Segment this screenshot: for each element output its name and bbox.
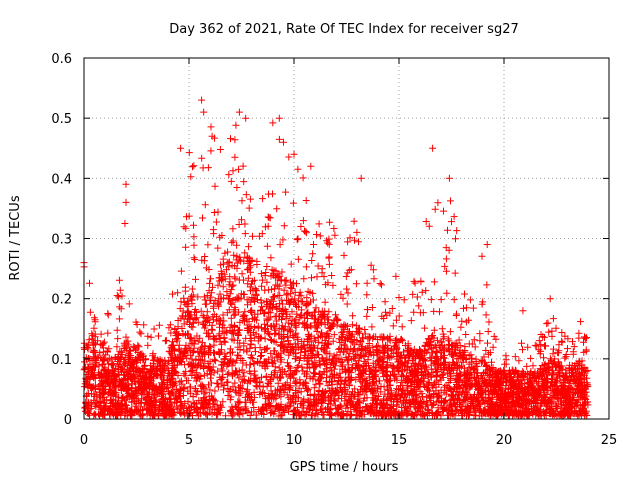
y-tick-label: 0.1	[51, 353, 72, 368]
y-tick-label: 0	[64, 413, 72, 428]
data-points	[80, 96, 592, 420]
y-tick-label: 0.3	[51, 233, 72, 248]
roti-series-markers	[80, 96, 592, 420]
axis-ticks: 0 0.1 0.2 0.3 0.4 0.5 0.6 0 5 10 15 20 25	[51, 52, 617, 448]
y-tick-label: 0.6	[51, 52, 72, 67]
y-tick-label: 0.4	[51, 172, 72, 187]
x-tick-label: 10	[286, 433, 303, 448]
y-tick-label: 0.5	[51, 112, 72, 127]
x-tick-label: 0	[80, 433, 88, 448]
x-axis-label: GPS time / hours	[290, 460, 399, 475]
y-tick-label: 0.2	[51, 293, 72, 308]
y-axis-label: ROTI / TECUs	[8, 195, 23, 280]
x-tick-label: 20	[496, 433, 513, 448]
chart-title: Day 362 of 2021, Rate Of TEC Index for r…	[169, 22, 518, 37]
x-tick-label: 25	[601, 433, 618, 448]
x-tick-label: 5	[185, 433, 193, 448]
x-tick-label: 15	[391, 433, 408, 448]
